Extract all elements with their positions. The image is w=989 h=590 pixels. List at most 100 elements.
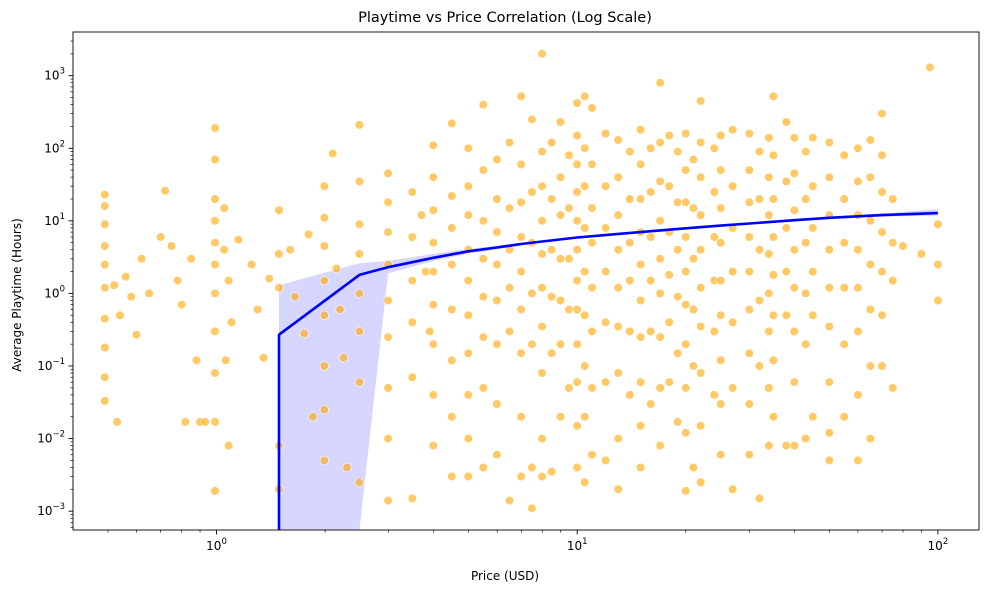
data-point bbox=[768, 270, 779, 280]
trend-line bbox=[277, 211, 938, 530]
data-point bbox=[555, 210, 566, 220]
data-point bbox=[504, 326, 515, 337]
data-point bbox=[613, 172, 623, 182]
data-point bbox=[210, 259, 220, 270]
data-point bbox=[210, 154, 220, 165]
data-point bbox=[115, 310, 125, 320]
data-point bbox=[416, 210, 427, 220]
data-point bbox=[696, 210, 706, 220]
data-point bbox=[492, 339, 502, 349]
data-point bbox=[572, 304, 582, 315]
data-point bbox=[754, 147, 765, 157]
data-point bbox=[646, 187, 656, 197]
data-point bbox=[613, 368, 623, 378]
data-point bbox=[328, 148, 338, 158]
data-point bbox=[781, 176, 791, 186]
data-point bbox=[428, 238, 438, 248]
data-point bbox=[463, 434, 473, 444]
data-point bbox=[258, 353, 269, 363]
data-point bbox=[463, 181, 473, 191]
data-point bbox=[224, 441, 234, 451]
data-point bbox=[383, 295, 393, 306]
data-point bbox=[580, 412, 590, 422]
data-point bbox=[516, 471, 526, 482]
data-point bbox=[354, 249, 365, 259]
data-point bbox=[613, 484, 623, 494]
data-point bbox=[210, 368, 220, 378]
data-point bbox=[319, 241, 329, 251]
data-point bbox=[186, 254, 196, 264]
data-point bbox=[492, 399, 502, 409]
data-point bbox=[681, 232, 691, 242]
data-point bbox=[109, 280, 119, 290]
data-point bbox=[335, 304, 345, 315]
data-point bbox=[537, 471, 547, 482]
y-tick-label: 102 bbox=[44, 139, 65, 155]
data-point bbox=[681, 267, 691, 277]
data-point bbox=[126, 292, 136, 302]
data-point bbox=[728, 181, 738, 191]
data-point bbox=[516, 197, 526, 207]
data-point bbox=[572, 339, 582, 349]
data-point bbox=[546, 137, 557, 148]
data-point bbox=[253, 304, 263, 315]
data-point bbox=[492, 194, 502, 204]
data-point bbox=[572, 462, 582, 473]
data-point bbox=[853, 245, 863, 255]
data-point bbox=[516, 348, 526, 358]
data-point bbox=[100, 259, 110, 270]
data-point bbox=[808, 181, 818, 191]
data-point bbox=[210, 238, 220, 248]
data-point bbox=[625, 390, 635, 400]
data-point bbox=[625, 276, 635, 286]
data-point bbox=[801, 434, 811, 444]
data-point bbox=[383, 227, 393, 237]
data-point bbox=[655, 216, 665, 226]
data-point bbox=[600, 181, 611, 191]
data-point bbox=[916, 249, 927, 259]
data-point bbox=[504, 137, 515, 148]
data-point bbox=[354, 219, 365, 229]
data-point bbox=[865, 135, 876, 145]
data-point bbox=[681, 165, 691, 175]
data-point bbox=[492, 450, 502, 460]
data-point bbox=[716, 276, 726, 286]
data-point bbox=[865, 216, 876, 226]
data-point bbox=[824, 321, 834, 332]
data-point bbox=[100, 201, 110, 211]
data-point bbox=[200, 417, 210, 427]
data-point bbox=[696, 172, 706, 182]
data-point bbox=[635, 125, 646, 135]
trend-line-layer bbox=[277, 211, 938, 530]
data-point bbox=[100, 219, 110, 229]
data-point bbox=[744, 232, 754, 242]
data-point bbox=[407, 317, 417, 327]
data-point bbox=[478, 165, 488, 175]
data-point bbox=[824, 137, 834, 148]
data-point bbox=[716, 399, 726, 409]
data-point bbox=[635, 194, 646, 204]
data-point bbox=[428, 300, 438, 310]
data-point bbox=[789, 326, 799, 337]
data-point bbox=[696, 421, 706, 431]
data-point bbox=[210, 216, 220, 226]
data-point bbox=[463, 471, 473, 482]
y-tick-label: 10−1 bbox=[37, 357, 65, 373]
data-point bbox=[744, 267, 754, 277]
data-point bbox=[274, 283, 284, 293]
data-point bbox=[572, 377, 582, 387]
data-point bbox=[572, 130, 582, 141]
data-point bbox=[555, 412, 566, 422]
data-point bbox=[224, 276, 234, 286]
data-point bbox=[801, 194, 811, 204]
data-point bbox=[428, 339, 438, 349]
data-point bbox=[233, 235, 243, 245]
data-point bbox=[447, 191, 457, 201]
data-point bbox=[768, 150, 779, 160]
data-point bbox=[635, 159, 646, 169]
data-point bbox=[546, 348, 557, 358]
data-point bbox=[226, 317, 237, 327]
data-point bbox=[319, 213, 329, 223]
data-point bbox=[504, 283, 515, 293]
data-point bbox=[646, 399, 656, 409]
